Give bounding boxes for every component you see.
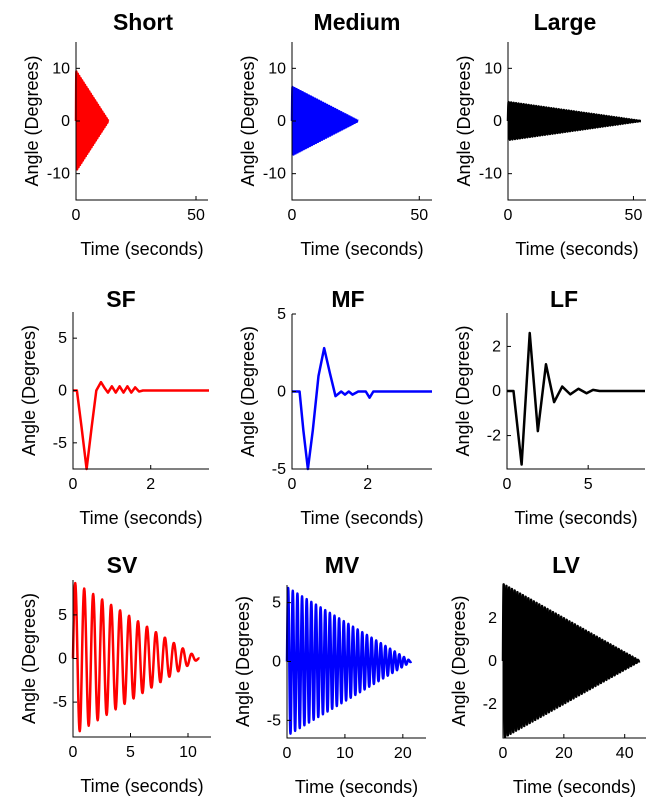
y-tick-label: -10 [47, 166, 70, 183]
x-tick-label: 50 [410, 207, 428, 224]
y-tick-label: 0 [493, 113, 502, 130]
series-line [507, 331, 645, 466]
x-tick-label: 0 [288, 207, 297, 224]
x-axis-label: Time (seconds) [515, 239, 638, 259]
x-tick-label: 0 [72, 207, 81, 224]
y-tick-label: 0 [277, 113, 286, 130]
x-tick-label: 50 [187, 207, 205, 224]
x-tick-label: 40 [616, 745, 634, 762]
series-line [290, 85, 360, 156]
y-tick-label: 5 [277, 306, 286, 323]
x-tick-label: 20 [394, 745, 412, 762]
x-axis-label: Time (seconds) [300, 508, 423, 528]
series-line [71, 581, 201, 733]
y-tick-label: 5 [58, 607, 67, 624]
x-tick-label: 0 [283, 745, 292, 762]
y-tick-label: 5 [58, 330, 67, 347]
y-tick-label: -5 [272, 461, 286, 478]
y-axis-label: Angle (Degrees) [453, 325, 473, 456]
x-axis-label: Time (seconds) [295, 777, 418, 797]
chart-large: -10 0 10 0 50 Large Time (seconds) Angle (Degre… [454, 9, 646, 259]
x-tick-label: 0 [503, 476, 512, 493]
chart-sv: -5 0 5 0 5 10 SV Time (seconds) Angle (Degrees) [19, 552, 211, 796]
x-axis-label: Time (seconds) [300, 239, 423, 259]
y-tick-label: 10 [484, 60, 502, 77]
series-line [73, 380, 209, 471]
x-tick-label: 0 [288, 476, 297, 493]
chart-medium: -10 0 10 0 50 Medium Time (seconds) Angle (Degr… [238, 9, 432, 259]
y-tick-label: 10 [52, 60, 70, 77]
x-axis-label: Time (seconds) [80, 776, 203, 796]
series-line [74, 70, 110, 171]
x-tick-label: 10 [179, 744, 197, 761]
y-tick-label: 2 [492, 338, 501, 355]
x-tick-label: 0 [499, 745, 508, 762]
y-tick-label: -10 [479, 166, 502, 183]
chart-title: MV [325, 552, 360, 578]
x-axis-label: Time (seconds) [80, 239, 203, 259]
y-tick-label: -5 [267, 712, 281, 729]
series-line [285, 586, 413, 735]
chart-title: Short [113, 9, 173, 35]
chart-title: MF [331, 286, 364, 312]
series-line [501, 583, 642, 739]
x-tick-label: 50 [625, 207, 643, 224]
y-axis-label: Angle (Degrees) [19, 325, 39, 456]
y-tick-label: -2 [483, 696, 497, 713]
series-line [506, 100, 643, 141]
y-tick-label: 0 [61, 113, 70, 130]
y-tick-label: 2 [488, 610, 497, 627]
x-tick-label: 0 [504, 207, 513, 224]
x-axis-label: Time (seconds) [79, 508, 202, 528]
y-tick-label: 0 [492, 383, 501, 400]
x-axis-label: Time (seconds) [514, 508, 637, 528]
y-tick-label: 0 [58, 651, 67, 668]
x-tick-label: 20 [555, 745, 573, 762]
chart-title: LV [552, 552, 580, 578]
y-axis-label: Angle (Degrees) [449, 595, 469, 726]
chart-title: Medium [314, 9, 401, 35]
chart-title: SF [106, 286, 135, 312]
chart-sf: -5 0 5 0 2 SF Time (seconds) Angle (Degrees) [19, 286, 209, 528]
x-tick-label: 2 [146, 476, 155, 493]
x-tick-label: 10 [336, 745, 354, 762]
x-tick-label: 0 [69, 744, 78, 761]
y-tick-label: -5 [53, 435, 67, 452]
y-tick-label: 0 [58, 383, 67, 400]
chart-lf: -2 0 2 0 5 LF Time (seconds) Angle (Degrees) [453, 286, 645, 528]
y-axis-label: Angle (Degrees) [454, 55, 474, 186]
y-tick-label: -10 [263, 166, 286, 183]
y-axis-label: Angle (Degrees) [233, 596, 253, 727]
x-tick-label: 2 [363, 476, 372, 493]
y-tick-label: 0 [277, 384, 286, 401]
y-tick-label: 10 [268, 60, 286, 77]
y-tick-label: 0 [272, 654, 281, 671]
chart-title: SV [107, 552, 138, 578]
y-tick-label: 5 [272, 595, 281, 612]
x-tick-label: 5 [126, 744, 135, 761]
y-axis-label: Angle (Degrees) [238, 326, 258, 457]
chart-title: LF [550, 286, 578, 312]
y-axis-label: Angle (Degrees) [22, 55, 42, 186]
chart-title: Large [534, 9, 597, 35]
y-axis-label: Angle (Degrees) [19, 593, 39, 724]
y-tick-label: -5 [53, 694, 67, 711]
y-axis-label: Angle (Degrees) [238, 55, 258, 186]
series-line [292, 346, 432, 471]
x-tick-label: 0 [69, 476, 78, 493]
x-axis-label: Time (seconds) [513, 777, 636, 797]
x-tick-label: 5 [584, 476, 593, 493]
chart-short: -10 0 10 0 50 Short Time (seconds) Angle (Degre… [22, 9, 208, 259]
y-tick-label: -2 [487, 428, 501, 445]
y-tick-label: 0 [488, 653, 497, 670]
